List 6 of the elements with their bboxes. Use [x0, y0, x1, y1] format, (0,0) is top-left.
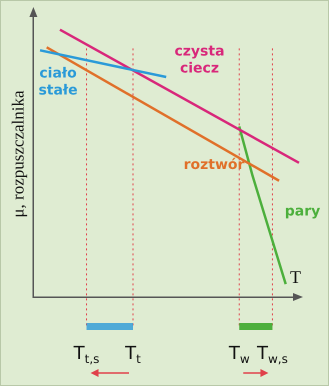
y-axis-title: μ, rozpuszczalnika: [8, 90, 28, 218]
series-label: ciało stałe: [38, 65, 78, 98]
series-label: pary: [284, 203, 320, 220]
series-label: czysta ciecz: [174, 43, 225, 76]
series-label: roztwór: [184, 157, 245, 174]
x-axis-title: T: [290, 267, 301, 287]
